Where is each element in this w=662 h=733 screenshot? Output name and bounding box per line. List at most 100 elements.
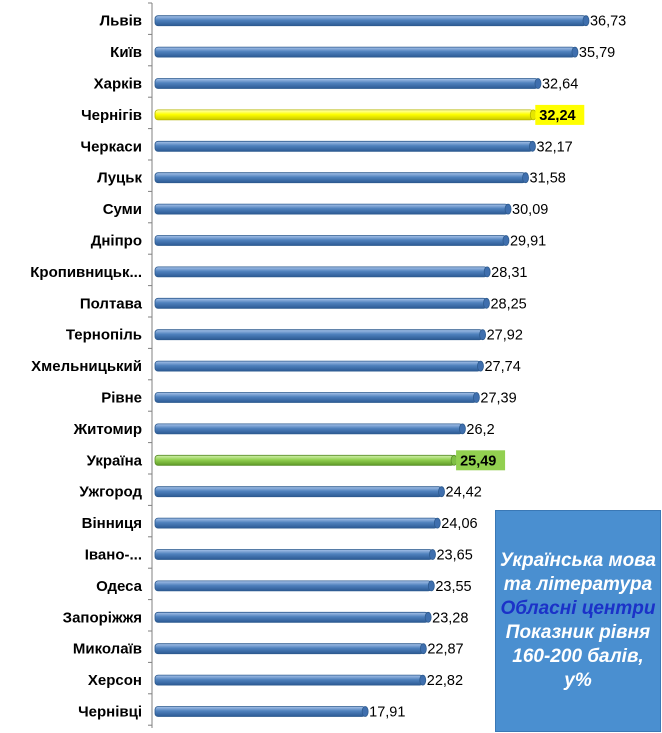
bar-львів — [154, 15, 587, 27]
bar-вінниця — [154, 517, 438, 529]
category-label: Вінниця — [82, 515, 142, 532]
category-label: Суми — [103, 201, 142, 218]
bar-cap-ужгород — [438, 486, 445, 498]
bar-cap-луцьк — [522, 172, 529, 184]
value-label: 27,74 — [484, 359, 520, 375]
bar-cap-миколаїв — [419, 643, 427, 655]
value-label: 29,91 — [510, 234, 546, 250]
value-label: 36,73 — [590, 14, 626, 30]
value-label: 22,82 — [427, 673, 463, 689]
bar-київ — [154, 46, 576, 58]
category-label: Хмельницький — [31, 358, 142, 375]
bar-луцьк — [154, 172, 526, 184]
category-label: Ужгород — [79, 484, 142, 501]
bar-cap-житомир — [459, 423, 466, 435]
legend-line-centers: Обласні центри — [500, 598, 656, 619]
bar-cap-полтава — [483, 297, 490, 309]
category-label: Одеса — [96, 578, 142, 595]
category-label: Житомир — [73, 421, 142, 438]
value-label: 23,55 — [435, 579, 471, 595]
category-label: Україна — [87, 452, 143, 469]
bar-cap-івано — [429, 549, 436, 560]
bar-cap-кропивницьк — [483, 266, 491, 278]
bar-cap-тернопіль — [479, 329, 486, 341]
legend-line-subject: Українська мова та література — [500, 550, 656, 595]
value-label: 25,49 — [460, 453, 496, 469]
value-label: 31,58 — [530, 171, 566, 187]
bar-ужгород — [154, 486, 442, 498]
category-label: Запоріжжя — [63, 609, 142, 626]
value-label: 24,42 — [446, 485, 482, 501]
category-label: Рівне — [101, 390, 142, 407]
category-label: Луцьк — [97, 170, 142, 187]
category-label: Миколаїв — [73, 641, 142, 658]
bars-group — [154, 15, 590, 717]
bar-рівне — [154, 392, 477, 403]
value-label: 27,92 — [487, 328, 523, 344]
bar-черкаси — [154, 140, 533, 152]
value-label: 35,79 — [579, 45, 615, 61]
value-label: 23,65 — [436, 548, 472, 564]
bar-cap-вінниця — [433, 517, 441, 529]
value-label: 22,87 — [427, 642, 463, 658]
bar-житомир — [154, 423, 463, 435]
bar-івано — [154, 549, 433, 560]
value-label: 32,24 — [539, 108, 575, 124]
bar-полтава — [154, 297, 487, 309]
bar-cap-запоріжжя — [424, 611, 432, 623]
bar-україна — [154, 454, 455, 466]
bar-cap-черкаси — [529, 140, 536, 152]
bar-хмельницький — [154, 360, 481, 372]
bar-чернігів — [154, 109, 534, 121]
bar-миколаїв — [154, 643, 424, 655]
category-label: Львів — [100, 13, 142, 30]
value-label: 26,2 — [466, 422, 494, 438]
bar-одеса — [154, 580, 432, 592]
value-label: 32,17 — [536, 139, 572, 155]
bar-чернівці — [154, 706, 366, 717]
value-label: 24,06 — [441, 516, 477, 532]
bar-суми — [154, 203, 509, 215]
category-label: Кропивницьк... — [30, 264, 142, 281]
bar-харків — [154, 78, 539, 89]
value-label-highlight-україна — [456, 450, 506, 471]
value-label: 28,31 — [491, 265, 527, 281]
category-label: Дніпро — [91, 233, 142, 250]
bar-cap-одеса — [427, 580, 435, 592]
category-labels: Львів Київ Харків Чернігів Черкаси Луцьк Суми Д… — [30, 13, 142, 721]
category-label: Харків — [94, 76, 142, 93]
category-label: Полтава — [80, 295, 143, 312]
category-label: Київ — [110, 44, 142, 61]
bar-cap-харків — [534, 78, 542, 89]
bar-cap-рівне — [472, 392, 480, 403]
value-label: 30,09 — [512, 202, 548, 218]
value-label: 32,64 — [542, 77, 578, 93]
category-label: Івано-... — [85, 547, 142, 564]
bar-кропивницьк — [154, 266, 488, 278]
value-label-highlight-чернігів — [535, 104, 585, 125]
value-label: 17,91 — [369, 705, 405, 721]
bar-cap-львів — [582, 15, 590, 27]
bar-cap-чернівці — [361, 706, 369, 717]
value-label: 28,25 — [490, 296, 526, 312]
category-label: Чернівці — [78, 704, 142, 721]
bar-тернопіль — [154, 329, 483, 341]
category-label: Чернігів — [81, 107, 142, 124]
bar-cap-дніпро — [502, 235, 510, 246]
category-label: Тернопіль — [66, 327, 142, 344]
bar-херсон — [154, 674, 424, 686]
value-label: 27,39 — [480, 391, 516, 407]
legend-line-indicator: Показник рівня 160-200 балів, у% — [505, 622, 651, 691]
bar-дніпро — [154, 235, 507, 246]
category-label: Херсон — [88, 672, 142, 689]
chart-legend-box: Українська мова та література Обласні це… — [495, 510, 661, 732]
value-label: 23,28 — [432, 610, 468, 626]
category-label: Черкаси — [81, 138, 142, 155]
bar-cap-херсон — [419, 674, 427, 686]
bar-cap-київ — [571, 46, 579, 58]
bar-запоріжжя — [154, 611, 429, 623]
bar-cap-суми — [504, 203, 512, 215]
bar-cap-хмельницький — [477, 360, 484, 372]
